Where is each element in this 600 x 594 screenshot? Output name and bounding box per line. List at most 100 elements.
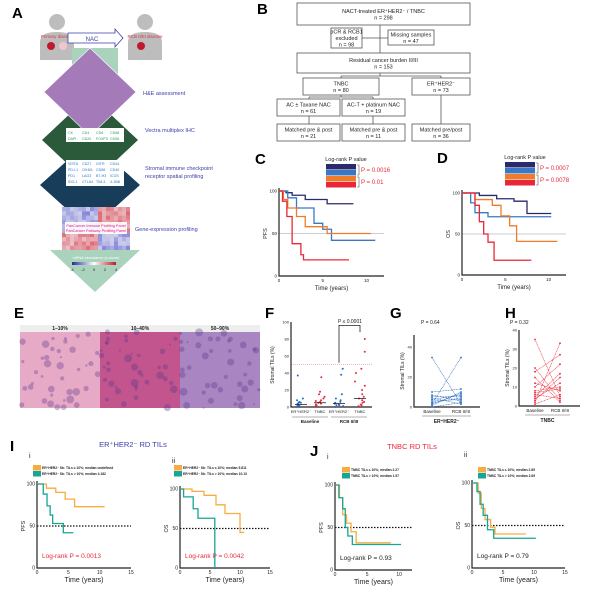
heatmap-cell [78, 232, 82, 238]
y-tick: 0 [457, 273, 460, 278]
heatmap-cell [126, 219, 130, 225]
heatmap-cell [110, 237, 114, 242]
heatmap-cell [86, 241, 90, 246]
y-tick: 50 [327, 525, 333, 531]
cell-cluster [19, 402, 25, 408]
data-point [339, 400, 342, 403]
legend-swatch [326, 170, 356, 176]
x-tick: 5 [366, 572, 369, 578]
tile-label: 1–10% [52, 326, 68, 332]
he-label: H&E assessment [143, 91, 186, 97]
paired-line [431, 391, 462, 406]
panel-e-histology: E 1–10% 10–40% 50–90% [14, 305, 261, 412]
data-point [534, 386, 536, 388]
heatmap-cell [74, 207, 78, 212]
heatmap-cell [102, 207, 106, 212]
data-point [431, 391, 433, 393]
legend-swatch [326, 176, 356, 182]
data-point [320, 376, 323, 379]
ac-taxane-n: n = 61 [301, 109, 316, 115]
heatmap-cell [106, 237, 110, 242]
cell-cluster [162, 364, 168, 370]
heatmap-cell [110, 241, 114, 246]
checkpoint-marker: 4-1BB [110, 180, 121, 184]
cell-cluster [220, 329, 228, 337]
cell-cluster [66, 388, 73, 396]
cell-cluster [156, 371, 164, 380]
colorbar-tick: 2 [104, 267, 107, 272]
cell-cluster [34, 370, 38, 375]
y-tick: 100 [282, 320, 289, 325]
cell-cluster [60, 376, 65, 381]
legend-label: ER⁺HER2⁻ Str. TILs ≤ 10%; median 5.811 [183, 466, 247, 470]
heatmap-cell [66, 207, 70, 212]
data-point [559, 342, 561, 345]
data-point [314, 400, 317, 403]
data-point [559, 386, 561, 388]
cell-cluster [44, 354, 50, 361]
paired-line [534, 367, 561, 401]
cell-cluster [179, 339, 184, 344]
km-curve-1 [462, 192, 552, 218]
cell-cluster [72, 388, 80, 396]
data-point [357, 405, 360, 408]
heatmap-cell [98, 245, 102, 250]
panel-label: I [10, 438, 14, 455]
heatmap-cell [122, 241, 126, 246]
heatmap-cell [86, 215, 90, 220]
x-tick: 10 [97, 570, 103, 576]
heatmap-cell [106, 232, 110, 238]
matched-1-title: Matched pre & post [285, 127, 333, 133]
y-tick: 0 [330, 568, 333, 574]
heatmap-cell [86, 207, 90, 212]
cell-cluster [60, 404, 67, 411]
heatmap-cell [94, 241, 98, 246]
log-rank-p: Log-rank P = 0.93 [340, 555, 392, 562]
cell-cluster [252, 347, 260, 354]
y-tick: 30 [513, 347, 518, 352]
cell-cluster [159, 348, 166, 355]
heatmap-cell [98, 232, 102, 238]
cell-cluster [85, 364, 88, 367]
vectra-markers-box [66, 128, 124, 142]
colorbar-tick: 0 [93, 267, 96, 272]
x-tick: 5 [321, 278, 324, 283]
pathway-panel-label: PanCancer Pathway Profiling Panel [66, 229, 126, 233]
cell-cluster [124, 338, 129, 343]
cell-cluster [41, 398, 48, 404]
y-axis-label: OS [456, 521, 462, 529]
cell-cluster [104, 329, 110, 335]
cell-cluster [21, 360, 25, 364]
nact-total-title: NACT-treated ER⁺HER2⁻ / TNBC [342, 8, 425, 15]
heatmap-cell [86, 211, 90, 216]
bracket [536, 162, 539, 174]
cell-cluster [134, 385, 139, 390]
data-point [362, 395, 365, 398]
x-tick: 10 [364, 278, 370, 283]
tile-label-strip [20, 325, 260, 332]
x-axis-label: Time (years) [497, 285, 530, 291]
histology-tile [100, 332, 180, 408]
heatmap-cell [82, 207, 86, 212]
legend-label: TNBC TILs ≤ 10%; median 2.27 [351, 468, 399, 472]
cell-cluster [43, 360, 52, 368]
cell-cluster [124, 354, 133, 363]
heatmap-cell [86, 232, 90, 238]
data-point [360, 367, 363, 370]
cell-cluster [47, 385, 55, 393]
data-point [299, 401, 302, 404]
heatmap-cell [106, 245, 110, 250]
subpanel-label: ii [464, 452, 468, 459]
heatmap-cell [94, 215, 98, 220]
data-point [460, 403, 462, 405]
cell-cluster [135, 388, 138, 391]
legend-label: TNBC TILs ≤ 10%; median 2.85 [487, 468, 535, 472]
cell-cluster [227, 358, 235, 366]
cell-cluster [106, 336, 110, 341]
cell-cluster [104, 340, 110, 345]
y-tick: 20 [513, 366, 518, 371]
